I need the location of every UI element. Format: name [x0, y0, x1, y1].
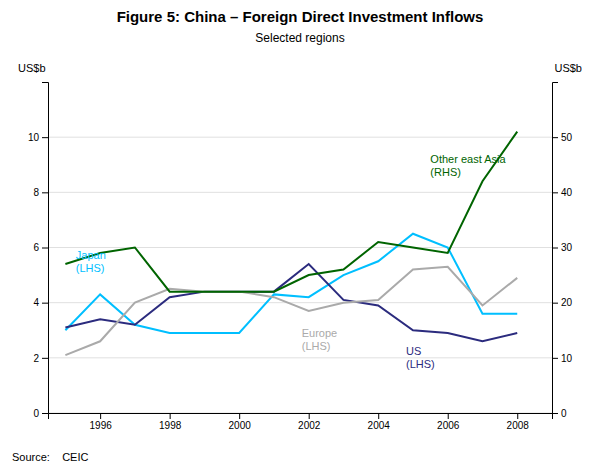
- tick-mark: [309, 413, 310, 419]
- tick-mark: [170, 413, 171, 419]
- annotation-line: (RHS): [430, 166, 461, 178]
- y-axis-label: US$b: [18, 62, 46, 74]
- axis-line: [49, 414, 553, 420]
- y2-axis: 0 10 20 30 40 50: [552, 83, 573, 419]
- tick-mark: [42, 303, 48, 304]
- subtitle: Selected regions: [255, 31, 344, 45]
- annotation-line: Europe: [302, 327, 337, 339]
- tick-label: 8: [33, 187, 39, 198]
- annotation-line: (LHS): [406, 358, 435, 370]
- axis-line: [553, 83, 559, 414]
- tick: 30: [552, 242, 573, 253]
- tick-label: 50: [561, 132, 573, 143]
- tick-mark: [517, 413, 518, 419]
- chart: Figure 5: China – Foreign Direct Investm…: [0, 0, 600, 471]
- tick: 4: [33, 297, 48, 308]
- tick-label: 2008: [507, 420, 530, 431]
- y-axis: 0 2 4 6 8 10: [28, 83, 49, 419]
- tick-mark: [552, 248, 558, 249]
- annotation-line: Japan: [76, 249, 106, 261]
- tick-label: 2004: [368, 420, 391, 431]
- plot-area: 1996 1998 2000 2002 2004 2006 2008 0 2 4 6 8 10 0 10 20…: [28, 83, 573, 432]
- tick-label: 40: [561, 187, 573, 198]
- annotation-line: (LHS): [302, 340, 331, 352]
- tick: 10: [28, 132, 48, 143]
- tick-label: 0: [33, 408, 39, 419]
- tick: 6: [33, 242, 48, 253]
- tick-label: 20: [561, 297, 573, 308]
- tick: 0: [33, 408, 48, 419]
- grid-line: [48, 357, 552, 358]
- tick: 1996: [90, 413, 113, 431]
- tick: 2002: [298, 413, 321, 431]
- tick: 2000: [229, 413, 252, 431]
- lines: [65, 132, 517, 355]
- tick: 50: [552, 132, 573, 143]
- tick-mark: [552, 137, 558, 138]
- tick-mark: [239, 413, 240, 419]
- tick-mark: [552, 192, 558, 193]
- tick: 40: [552, 187, 573, 198]
- tick-label: 10: [561, 353, 573, 364]
- series-line: [65, 132, 517, 292]
- tick: 2006: [437, 413, 460, 431]
- tick: 2008: [507, 413, 530, 431]
- tick-label: 1998: [159, 420, 182, 431]
- tick-label: 4: [33, 297, 39, 308]
- tick: 0: [552, 408, 567, 419]
- tick-mark: [42, 413, 48, 414]
- y2-axis-label: US$b: [554, 62, 582, 74]
- tick-label: 30: [561, 242, 573, 253]
- annotation: US(LHS): [406, 345, 435, 370]
- series-line: [65, 264, 517, 341]
- annotation-line: US: [406, 345, 421, 357]
- annotation: Other east Asia(RHS): [430, 153, 506, 178]
- tick-mark: [42, 248, 48, 249]
- annotations: Japan(LHS)US(LHS)Europe(LHS)Other east A…: [76, 153, 507, 371]
- source: Source: CEIC: [12, 451, 88, 463]
- annotation-line: Other east Asia: [430, 153, 506, 165]
- grid-line: [48, 247, 552, 248]
- tick-label: 10: [28, 132, 40, 143]
- tick-mark: [378, 413, 379, 419]
- tick-label: 1996: [90, 420, 113, 431]
- grid-line: [48, 137, 552, 138]
- tick-label: 2006: [437, 420, 460, 431]
- tick-mark: [42, 137, 48, 138]
- tick-label: 2000: [229, 420, 252, 431]
- tick-mark: [552, 413, 558, 414]
- series-line: [65, 267, 517, 355]
- tick: 2: [33, 353, 48, 364]
- tick-mark: [448, 413, 449, 419]
- tick-mark: [552, 303, 558, 304]
- tick-label: 0: [561, 408, 567, 419]
- tick: 20: [552, 297, 573, 308]
- tick: 2004: [368, 413, 391, 431]
- tick: 10: [552, 353, 573, 364]
- tick-mark: [100, 413, 101, 419]
- annotation-line: (LHS): [76, 262, 105, 274]
- tick-mark: [552, 358, 558, 359]
- tick-mark: [42, 192, 48, 193]
- tick-mark: [42, 358, 48, 359]
- annotation: Europe(LHS): [302, 327, 337, 352]
- tick: 8: [33, 187, 48, 198]
- x-axis: 1996 1998 2000 2002 2004 2006 2008: [49, 413, 553, 431]
- tick: 1998: [159, 413, 182, 431]
- axis-line: [42, 83, 49, 414]
- title: Figure 5: China – Foreign Direct Investm…: [117, 8, 484, 25]
- tick-label: 6: [33, 242, 39, 253]
- annotation: Japan(LHS): [76, 249, 106, 274]
- tick-label: 2: [33, 353, 39, 364]
- grid: [48, 137, 552, 413]
- tick-label: 2002: [298, 420, 321, 431]
